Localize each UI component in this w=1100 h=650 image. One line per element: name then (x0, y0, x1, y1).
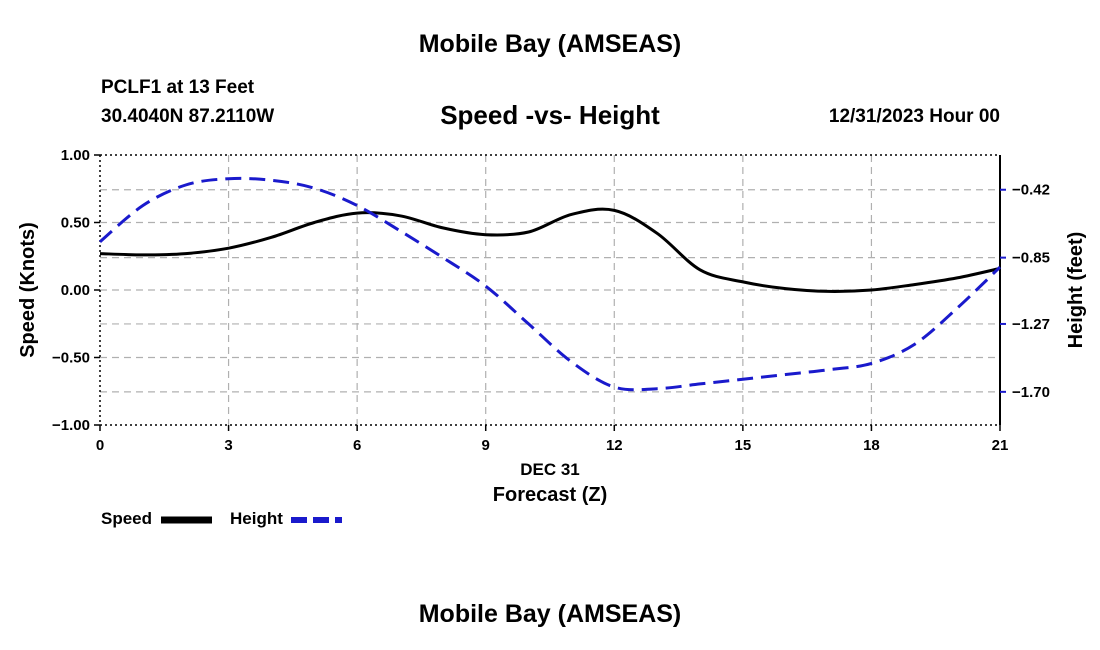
x-tick-label: 12 (606, 437, 623, 454)
y-axis-label: Speed (Knots) (17, 222, 39, 358)
x-tick-label: 3 (224, 437, 232, 454)
chart-title: Speed -vs- Height (440, 100, 660, 130)
y-tick-label: −1.00 (52, 417, 90, 434)
y-tick-label: 0.00 (61, 282, 90, 299)
footer-title: Mobile Bay (AMSEAS) (418, 600, 682, 628)
x-tick-label: 9 (482, 437, 490, 454)
coordinates-label: 30.4040N 87.2110W (101, 106, 275, 127)
legend-height-label: Height (230, 509, 283, 528)
x-axis-date-label: DEC 31 (520, 460, 580, 479)
y2-axis-label: Height (feet) (1065, 232, 1087, 349)
y2-tick-label: −1.27 (1012, 316, 1050, 333)
series-line-speed (99, 207, 1001, 293)
station-label: PCLF1 at 13 Feet (101, 77, 255, 98)
x-tick-label: 0 (96, 437, 104, 454)
y2-tick-label: −0.85 (1012, 250, 1050, 267)
y-tick-label: 1.00 (61, 147, 90, 164)
x-tick-label: 15 (735, 437, 752, 454)
y-tick-label: −0.50 (52, 350, 90, 367)
legend-speed-label: Speed (101, 509, 153, 528)
y2-tick-label: −0.42 (1012, 182, 1050, 199)
x-tick-label: 18 (863, 437, 880, 454)
y-tick-label: 0.50 (61, 215, 90, 232)
series-line-height (99, 176, 1002, 392)
x-tick-label: 6 (353, 437, 361, 454)
x-tick-label: 21 (992, 437, 1009, 454)
y2-tick-label: −1.70 (1012, 384, 1050, 401)
page-title: Mobile Bay (AMSEAS) (418, 30, 682, 58)
datetime-label: 12/31/2023 Hour 00 (828, 106, 1000, 127)
x-axis-label: Forecast (Z) (493, 484, 607, 506)
